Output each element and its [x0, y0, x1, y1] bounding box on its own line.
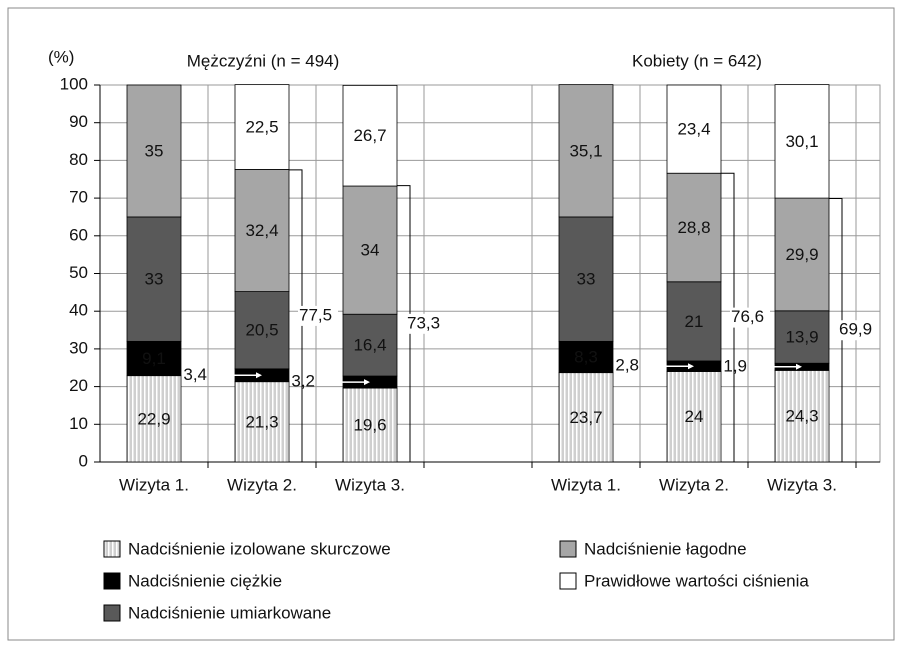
data-label: 33	[577, 270, 596, 289]
y-tick-label: 40	[69, 301, 88, 320]
y-tick-label: 50	[69, 263, 88, 282]
data-label: 24,3	[785, 407, 818, 426]
bar-segment	[666, 172, 722, 283]
x-tick-label: Wizyta 2.	[659, 475, 729, 494]
legend-label: Nadciśnienie umiarkowane	[128, 603, 331, 622]
bar-segment	[234, 84, 290, 170]
bar-segment	[558, 216, 614, 342]
y-tick-label: 100	[60, 74, 88, 93]
data-label: 13,9	[785, 328, 818, 347]
total-label-bg	[298, 305, 338, 326]
bar-segment	[558, 84, 614, 218]
total-label-bg	[730, 307, 770, 328]
y-tick-label: 60	[69, 225, 88, 244]
data-label: 22,5	[245, 118, 278, 137]
data-label: 1,9	[723, 356, 747, 375]
total-label: 73,3	[407, 313, 440, 332]
legend-label: Prawidłowe wartości ciśnienia	[584, 571, 809, 590]
data-label: 29,9	[785, 245, 818, 264]
label-arrow-head	[796, 363, 802, 370]
legend-swatch	[559, 572, 577, 590]
y-tick-label: 10	[69, 414, 88, 433]
data-label: 3,4	[183, 365, 207, 384]
data-label: 35	[145, 141, 164, 160]
data-label: 23,4	[677, 120, 710, 139]
bar-segment	[126, 375, 182, 463]
bar-segment	[558, 340, 614, 374]
bar-segment	[774, 369, 830, 463]
x-tick-label: Wizyta 3.	[767, 475, 837, 494]
bar-segment	[342, 84, 398, 187]
label-arrow-head	[688, 363, 694, 370]
legend-label: Nadciśnienie izolowane skurczowe	[128, 539, 391, 558]
data-label: 23,7	[569, 408, 602, 427]
bar-segment	[342, 313, 398, 377]
data-label: 32,4	[245, 221, 278, 240]
data-label: 28,8	[677, 218, 710, 237]
y-tick-label: 0	[79, 451, 88, 470]
bar-segment	[234, 381, 290, 463]
total-label: 69,9	[839, 320, 872, 339]
data-label: 2,8	[615, 356, 639, 375]
total-label: 77,5	[299, 305, 332, 324]
total-bracket	[289, 169, 303, 462]
data-label: 21,3	[245, 412, 278, 431]
bar-segment	[342, 185, 398, 315]
data-label: 34	[361, 241, 380, 260]
data-label: 3,2	[291, 372, 315, 391]
bar-segment	[126, 84, 182, 218]
total-label-bg	[838, 320, 878, 341]
label-arrow-head	[256, 372, 262, 379]
legend-swatch	[559, 540, 577, 558]
bar-segment	[234, 169, 290, 292]
total-label-bg	[406, 313, 446, 334]
y-axis-label: (%)	[48, 47, 74, 66]
bar-segment	[126, 340, 182, 377]
y-tick-label: 30	[69, 338, 88, 357]
bar-segment	[774, 197, 830, 312]
total-bracket	[721, 172, 735, 462]
data-label: 24	[685, 407, 704, 426]
frame	[7, 7, 895, 641]
bar-segment	[666, 281, 722, 362]
data-label: 30,1	[785, 132, 818, 151]
bar-segment	[342, 387, 398, 463]
data-label: 35,1	[569, 141, 602, 160]
y-tick-label: 70	[69, 188, 88, 207]
bar-segment	[666, 84, 722, 174]
x-tick-label: Wizyta 1.	[551, 475, 621, 494]
group-title: Kobiety (n = 642)	[632, 51, 762, 70]
legend-label: Nadciśnienie ciężkie	[128, 571, 282, 590]
legend-swatch	[103, 604, 121, 622]
bar-segment	[774, 84, 830, 199]
data-label: 19,6	[353, 416, 386, 435]
data-label: 33	[145, 270, 164, 289]
data-label: 22,9	[137, 409, 170, 428]
bar-segment	[126, 216, 182, 342]
y-tick-label: 80	[69, 150, 88, 169]
total-bracket	[397, 185, 411, 462]
data-label: 8,3	[574, 347, 598, 366]
y-tick-label: 20	[69, 376, 88, 395]
legend-swatch	[103, 540, 121, 558]
data-label: 21	[685, 312, 704, 331]
data-label: 9,1	[142, 349, 166, 368]
x-tick-label: Wizyta 1.	[119, 475, 189, 494]
total-bracket	[829, 197, 843, 462]
data-label: 16,4	[353, 336, 386, 355]
group-title: Mężczyźni (n = 494)	[187, 51, 340, 70]
legend-swatch	[103, 572, 121, 590]
bar-segment	[558, 372, 614, 463]
data-label: 26,7	[353, 126, 386, 145]
x-tick-label: Wizyta 3.	[335, 475, 405, 494]
label-arrow-head	[364, 379, 370, 386]
y-tick-label: 90	[69, 112, 88, 131]
legend-label: Nadciśnienie łagodne	[584, 539, 747, 558]
total-label: 76,6	[731, 307, 764, 326]
data-label: 20,5	[245, 321, 278, 340]
x-tick-label: Wizyta 2.	[227, 475, 297, 494]
